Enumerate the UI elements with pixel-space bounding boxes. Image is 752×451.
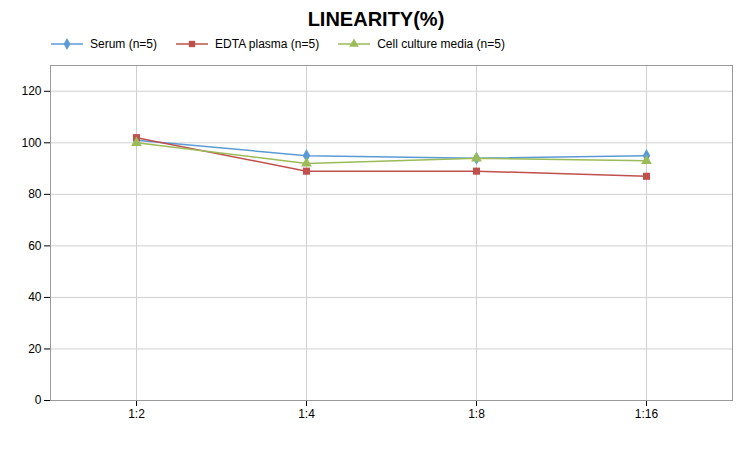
- svg-text:60: 60: [28, 239, 42, 253]
- svg-text:1:8: 1:8: [468, 407, 485, 421]
- svg-text:20: 20: [28, 342, 42, 356]
- svg-text:1:4: 1:4: [298, 407, 315, 421]
- html-text:LINEARITY(%): LINEARITY(%): [307, 8, 445, 30]
- html-text:Cell culture media (n=5): Cell culture media (n=5): [377, 37, 505, 51]
- svg-text:80: 80: [28, 187, 42, 201]
- svg-text:120: 120: [21, 84, 41, 98]
- svg-text:1:16: 1:16: [635, 407, 659, 421]
- svg-text:0: 0: [35, 393, 42, 407]
- svg-text:40: 40: [28, 290, 42, 304]
- svg-text:1:2: 1:2: [128, 407, 145, 421]
- html-text:Serum (n=5): Serum (n=5): [90, 37, 157, 51]
- svg-text:100: 100: [21, 136, 41, 150]
- html-text:EDTA plasma (n=5): EDTA plasma (n=5): [215, 37, 320, 51]
